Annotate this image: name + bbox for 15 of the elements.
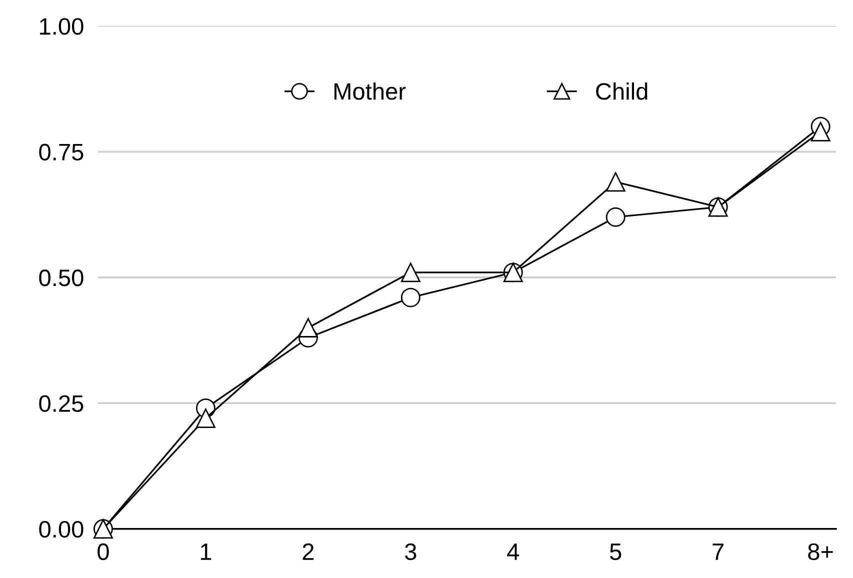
x-tick-label: 3	[404, 543, 416, 560]
x-tick-label: 1	[200, 544, 212, 560]
y-tick-label: 0.00	[39, 520, 84, 538]
y-tick-label: 0.50	[39, 270, 84, 286]
legend-label: Mother	[334, 82, 406, 100]
x-tick-label: 8+	[808, 543, 833, 560]
x-tick-label: 2	[302, 543, 314, 560]
x-tick-label: 5	[610, 544, 622, 560]
x-tick-label: 7	[712, 544, 724, 560]
y-tick-label: 0.25	[39, 395, 84, 412]
x-tick-label: 0	[98, 543, 109, 560]
y-tick-label: 0.75	[39, 144, 84, 161]
y-tick-label: 1.00	[40, 18, 84, 35]
legend-label: Child	[596, 82, 648, 100]
x-tick-label: 4	[507, 544, 520, 560]
